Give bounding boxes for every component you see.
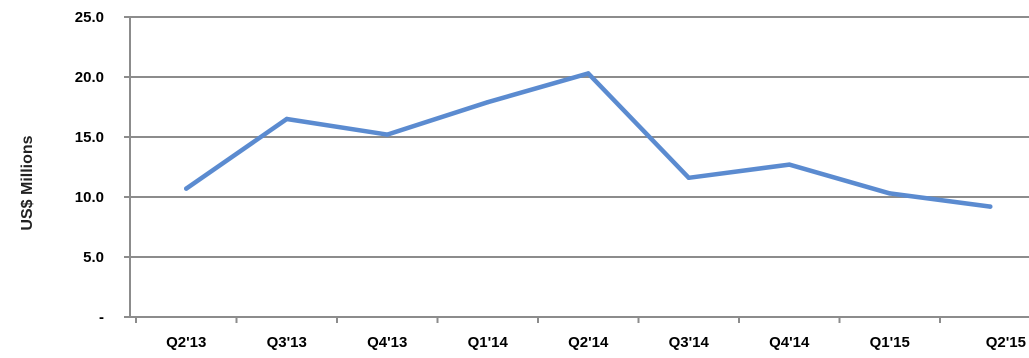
data-point: [284, 116, 289, 122]
y-tick-label: 25.0: [75, 9, 104, 26]
x-tick-label: Q1'14: [468, 334, 509, 351]
y-tick-label: -: [99, 309, 104, 326]
y-tick-label: 5.0: [83, 249, 104, 266]
x-tick-label: Q1'15: [870, 334, 910, 351]
data-point: [385, 132, 390, 137]
data-point: [787, 162, 792, 167]
series-line: [184, 71, 993, 209]
data-point: [686, 175, 691, 180]
x-tick-label: Q4'13: [367, 334, 407, 351]
x-tick-label: Q2'14: [568, 334, 609, 351]
y-tick-labels: - 5.0 10.0 15.0 20.0 25.0: [75, 9, 104, 326]
y-tick-label: 15.0: [75, 129, 104, 146]
x-tick-label: Q2'15: [986, 334, 1026, 351]
y-axis-label: US$ Millions: [19, 135, 36, 230]
x-tick-labels: Q2'13 Q3'13 Q4'13 Q1'14 Q2'14 Q3'14 Q4'14 Q1'15…: [166, 334, 1026, 351]
x-tick-label: Q4'14: [769, 334, 810, 351]
x-tick-label: Q3'14: [669, 334, 710, 351]
y-tick-label: 20.0: [75, 69, 104, 86]
data-point: [586, 71, 591, 76]
data-point: [988, 204, 993, 209]
x-tick-label: Q3'13: [267, 334, 307, 351]
data-point: [184, 186, 189, 191]
axes: [124, 16, 1029, 323]
data-point: [485, 100, 490, 105]
data-point: [887, 191, 892, 196]
gridlines: [130, 16, 1029, 258]
series-layer: [184, 71, 993, 209]
y-tick-label: 10.0: [75, 189, 104, 206]
x-tick-label: Q2'13: [166, 334, 206, 351]
